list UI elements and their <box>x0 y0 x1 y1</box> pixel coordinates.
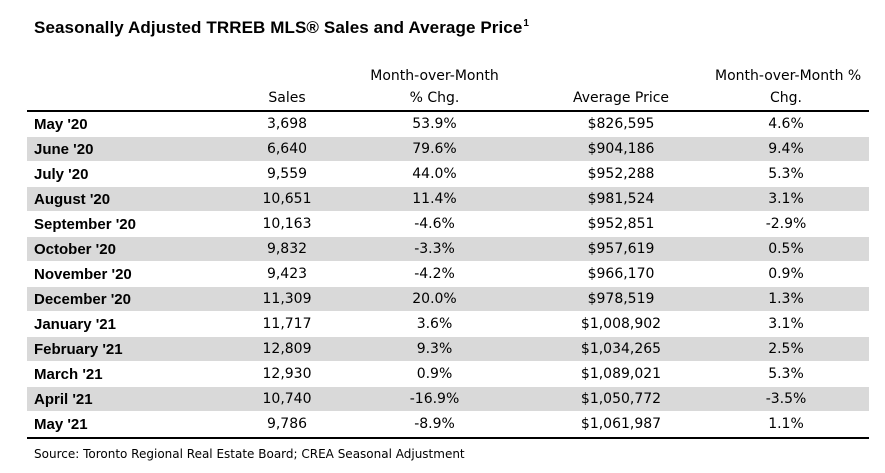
mom-change-cell: 53.9% <box>412 116 457 132</box>
sales-cell: 3,698 <box>266 116 308 132</box>
average-price-cell: $978,519 <box>587 291 655 307</box>
month-cell: May '20 <box>34 116 88 133</box>
sales-cell: 9,832 <box>266 241 308 257</box>
table-row: October '20 9,832 -3.3% $957,619 0.5% <box>27 237 869 262</box>
average-price-cell: $1,089,021 <box>580 366 662 382</box>
month-cell: August '20 <box>34 191 111 208</box>
title-text: Seasonally Adjusted TRREB MLS® Sales and… <box>34 18 523 37</box>
average-price-cell: $952,851 <box>587 216 655 232</box>
mom-change-cell: 11.4% <box>412 191 457 207</box>
title-footnote-marker: 1 <box>523 18 530 29</box>
mom-change-cell: 79.6% <box>412 141 457 157</box>
price-mom-change-cell: 0.5% <box>768 241 804 257</box>
month-cell: May '21 <box>34 416 88 433</box>
table-title: Seasonally Adjusted TRREB MLS® Sales and… <box>34 18 529 38</box>
header-mom-line1: Month-over-Month <box>370 68 499 84</box>
mom-change-cell: 0.9% <box>416 366 453 382</box>
table-row: August '20 10,651 11.4% $981,524 3.1% <box>27 187 869 212</box>
table-row: May '20 3,698 53.9% $826,595 4.6% <box>27 112 869 137</box>
price-mom-change-cell: 1.3% <box>768 291 804 307</box>
sales-cell: 10,651 <box>262 191 312 207</box>
average-price-cell: $952,288 <box>587 166 655 182</box>
month-cell: June '20 <box>34 141 94 158</box>
sales-cell: 10,740 <box>262 391 312 407</box>
table-row: September '20 10,163 -4.6% $952,851 -2.9% <box>27 212 869 237</box>
table-row: April '21 10,740 -16.9% $1,050,772 -3.5% <box>27 387 869 412</box>
header-sales: Sales <box>232 87 342 109</box>
sales-cell: 11,309 <box>262 291 312 307</box>
average-price-cell: $1,008,902 <box>580 316 662 332</box>
month-cell: July '20 <box>34 166 89 183</box>
mom-change-cell: 44.0% <box>412 166 457 182</box>
header-average-price-label: Average Price <box>572 90 670 106</box>
month-cell: September '20 <box>34 216 136 233</box>
month-cell: October '20 <box>34 241 116 258</box>
table-row: May '21 9,786 -8.9% $1,061,987 1.1% <box>27 412 869 437</box>
price-mom-change-cell: 3.1% <box>768 191 804 207</box>
mom-change-cell: -3.3% <box>414 241 455 257</box>
price-mom-change-cell: -2.9% <box>765 216 807 232</box>
price-mom-change-cell: 3.1% <box>768 316 804 332</box>
average-price-cell: $1,050,772 <box>580 391 662 407</box>
header-price-mom-line1: Month-over-Month % <box>715 68 862 84</box>
price-mom-change-cell: 5.3% <box>768 366 804 382</box>
average-price-cell: $1,061,987 <box>580 416 662 432</box>
table-row: July '20 9,559 44.0% $952,288 5.3% <box>27 162 869 187</box>
month-cell: January '21 <box>34 316 116 333</box>
month-cell: March '21 <box>34 366 103 383</box>
sales-cell: 12,930 <box>262 366 312 382</box>
sales-cell: 11,717 <box>262 316 312 332</box>
price-mom-change-cell: 2.5% <box>768 341 804 357</box>
table-row: January '21 11,717 3.6% $1,008,902 3.1% <box>27 312 869 337</box>
sales-price-table: May '20 3,698 53.9% $826,595 4.6% June '20 6,6… <box>27 110 869 439</box>
average-price-cell: $826,595 <box>587 116 655 132</box>
sales-cell: 9,559 <box>266 166 308 182</box>
average-price-cell: $981,524 <box>587 191 655 207</box>
sales-cell: 10,163 <box>262 216 312 232</box>
mom-change-cell: 9.3% <box>416 341 453 357</box>
header-price-mom-line2: Chg. <box>770 90 802 106</box>
sales-cell: 9,423 <box>266 266 308 282</box>
table-row: February '21 12,809 9.3% $1,034,265 2.5% <box>27 337 869 362</box>
average-price-cell: $1,034,265 <box>580 341 662 357</box>
table-row: December '20 11,309 20.0% $978,519 1.3% <box>27 287 869 312</box>
month-cell: December '20 <box>34 291 131 308</box>
mom-change-cell: -4.2% <box>414 266 455 282</box>
price-mom-change-cell: 1.1% <box>768 416 804 432</box>
table-row: March '21 12,930 0.9% $1,089,021 5.3% <box>27 362 869 387</box>
price-mom-change-cell: 0.9% <box>768 266 804 282</box>
mom-change-cell: -4.6% <box>414 216 455 232</box>
average-price-cell: $904,186 <box>587 141 655 157</box>
table-row: June '20 6,640 79.6% $904,186 9.4% <box>27 137 869 162</box>
header-price-mom-change: Month-over-Month % Chg. <box>715 65 862 109</box>
month-cell: April '21 <box>34 391 93 408</box>
month-cell: February '21 <box>34 341 123 358</box>
average-price-cell: $957,619 <box>587 241 655 257</box>
header-mom-line2: % Chg. <box>409 90 460 106</box>
table-row: November '20 9,423 -4.2% $966,170 0.9% <box>27 262 869 287</box>
mom-change-cell: -8.9% <box>414 416 455 432</box>
header-sales-label: Sales <box>268 90 306 106</box>
month-cell: November '20 <box>34 266 132 283</box>
average-price-cell: $966,170 <box>587 266 655 282</box>
mom-change-cell: 3.6% <box>416 316 453 332</box>
price-mom-change-cell: 9.4% <box>768 141 804 157</box>
sales-cell: 12,809 <box>262 341 312 357</box>
mom-change-cell: 20.0% <box>412 291 457 307</box>
price-mom-change-cell: -3.5% <box>765 391 807 407</box>
header-mom-change: Month-over-Month % Chg. <box>342 65 527 109</box>
price-mom-change-cell: 5.3% <box>768 166 804 182</box>
price-mom-change-cell: 4.6% <box>768 116 804 132</box>
sales-cell: 9,786 <box>266 416 308 432</box>
mom-change-cell: -16.9% <box>409 391 460 407</box>
sales-cell: 6,640 <box>266 141 308 157</box>
source-note: Source: Toronto Regional Real Estate Boa… <box>34 447 465 461</box>
header-average-price: Average Price <box>527 87 715 109</box>
